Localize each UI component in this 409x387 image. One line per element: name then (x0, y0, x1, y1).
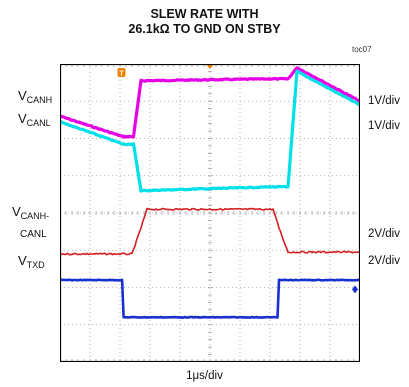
scale-canl: 1V/div (368, 120, 400, 132)
trace-canl (60, 69, 360, 193)
scale-canh-canl: 2V/div (368, 228, 400, 240)
plot-frame (60, 64, 360, 362)
label-vcanh: VCANH (18, 89, 52, 107)
chart-title-line1: SLEW RATE WITH (150, 7, 259, 21)
chart-title-line2: 26.1kΩ TO GND ON STBY (128, 22, 281, 36)
traces (60, 66, 360, 319)
label-vcanl: VCANL (18, 112, 51, 130)
label-vcanh-canl: VCANH- (12, 205, 49, 223)
label-vcanh-canl-line2: CANL (20, 229, 47, 240)
trace-canh-canl (60, 207, 360, 256)
trace-txd (60, 278, 360, 319)
label-vcanl-sub: CANL (26, 118, 51, 128)
trigger-time-marker (206, 64, 214, 69)
label-vtxd: VTXD (18, 254, 45, 272)
oscilloscope-plot: T (60, 64, 360, 362)
label-vcanh-canl-sub: CANH- (20, 211, 50, 221)
trace-canh (60, 66, 360, 139)
scale-txd: 2V/div (368, 255, 400, 267)
scale-time: 1μs/div (186, 370, 223, 382)
scale-canh: 1V/div (368, 95, 400, 107)
trigger-marker: T (117, 68, 126, 78)
label-vtxd-main: V (18, 253, 27, 268)
label-vcanl-main: V (18, 111, 27, 126)
label-vtxd-sub: TXD (26, 260, 45, 270)
label-vcanh-canl-main: V (12, 204, 21, 219)
txd-level-marker (352, 285, 358, 294)
markers: T (117, 64, 358, 294)
trigger-marker-box (117, 68, 126, 77)
label-vcanh-sub: CANH (26, 95, 53, 105)
trigger-marker-label: T (119, 71, 124, 78)
figure-id: toc07 (352, 45, 372, 54)
label-vcanh-main: V (18, 88, 27, 103)
